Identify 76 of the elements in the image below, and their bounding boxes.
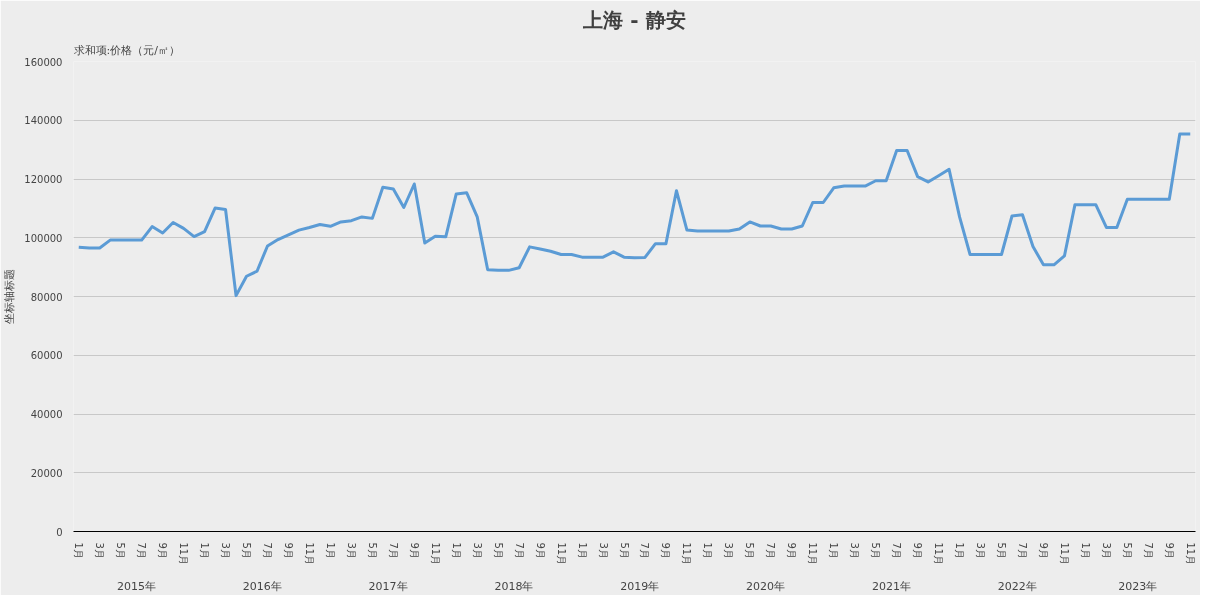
x-tick-label: 5月 xyxy=(115,542,127,559)
x-tick-label: 9月 xyxy=(157,542,169,559)
x-tick-label: 7月 xyxy=(765,542,777,559)
x-tick-label: 5月 xyxy=(744,542,756,559)
y-tick-label: 20000 xyxy=(30,467,63,479)
text: 求和项:价格（元/㎡） xyxy=(73,43,180,57)
x-tick-label: 5月 xyxy=(241,542,253,559)
x-tick-label: 9月 xyxy=(282,542,294,559)
x-tick-label: 3月 xyxy=(94,542,106,559)
x-tick-label: 1月 xyxy=(450,542,462,559)
text: 2018年 xyxy=(494,579,534,593)
x-tick-label: 7月 xyxy=(136,542,148,559)
x-tick-label: 9月 xyxy=(408,542,420,559)
x-tick-label: 7月 xyxy=(1016,542,1028,559)
x-tick-label: 11月 xyxy=(933,542,945,566)
x-tick-label: 3月 xyxy=(849,542,861,559)
y-tick-label: 120000 xyxy=(24,174,63,185)
x-tick-label: 1月 xyxy=(73,542,85,559)
x-tick-label: 5月 xyxy=(996,542,1008,559)
x-tick-label: 3月 xyxy=(220,542,232,559)
text: 2019年 xyxy=(620,579,660,593)
x-tick-label: 9月 xyxy=(1163,542,1175,559)
x-tick-label: 11月 xyxy=(1184,542,1196,566)
x-tick-label: 11月 xyxy=(681,542,693,566)
x-tick-label: 11月 xyxy=(555,542,567,566)
text: 2016年 xyxy=(242,579,282,593)
y-tick-label: 100000 xyxy=(24,232,63,244)
x-tick-label: 9月 xyxy=(1037,542,1049,559)
x-tick-label: 5月 xyxy=(618,542,630,559)
x-tick-label: 7月 xyxy=(891,542,903,559)
y-tick-label: 80000 xyxy=(30,291,63,303)
x-tick-label: 5月 xyxy=(1121,542,1133,559)
x-tick-label: 11月 xyxy=(303,542,315,566)
text: 2023年 xyxy=(1118,579,1158,593)
x-tick-label: 3月 xyxy=(597,542,609,559)
x-tick-label: 3月 xyxy=(345,542,357,559)
y-tick-label: 160000 xyxy=(24,56,63,68)
x-tick-label: 1月 xyxy=(324,542,336,559)
chart-title: 上海 - 静安 xyxy=(582,7,686,32)
x-tick-label: 3月 xyxy=(975,542,987,559)
text: 2021年 xyxy=(871,579,911,593)
x-tick-label: 1月 xyxy=(1079,542,1091,559)
y-tick-label: 140000 xyxy=(24,115,63,127)
x-tick-label: 3月 xyxy=(1100,542,1112,559)
x-tick-label: 1月 xyxy=(702,542,714,559)
x-tick-label: 11月 xyxy=(178,542,190,566)
x-tick-label: 5月 xyxy=(366,542,378,559)
x-tick-label: 7月 xyxy=(513,542,525,559)
x-tick-label: 7月 xyxy=(387,542,399,559)
x-tick-label: 1月 xyxy=(199,542,211,559)
text: 2015年 xyxy=(116,579,156,593)
x-tick-label: 9月 xyxy=(912,542,924,559)
x-tick-label: 1月 xyxy=(828,542,840,559)
x-tick-label: 5月 xyxy=(870,542,882,559)
x-tick-label: 3月 xyxy=(471,542,483,559)
text: 2020年 xyxy=(746,579,786,593)
y-axis-title: 坐标轴标题 xyxy=(3,269,17,324)
x-tick-label: 1月 xyxy=(576,542,588,559)
x-tick-label: 9月 xyxy=(786,542,798,559)
x-tick-label: 9月 xyxy=(534,542,546,559)
y-tick-label: 0 xyxy=(56,526,63,538)
line-series xyxy=(77,132,1192,298)
x-tick-label: 7月 xyxy=(1142,542,1154,559)
x-tick-label: 9月 xyxy=(660,542,672,559)
x-tick-label: 11月 xyxy=(429,542,441,566)
y-tick-label: 40000 xyxy=(30,409,63,420)
y-tick-label: 60000 xyxy=(30,350,63,362)
x-tick-label: 5月 xyxy=(492,542,504,559)
x-tick-label: 7月 xyxy=(639,542,651,559)
text: 2022年 xyxy=(997,579,1037,593)
x-tick-label: 7月 xyxy=(261,542,273,559)
x-tick-label: 11月 xyxy=(1058,542,1070,566)
text: 2017年 xyxy=(368,579,408,593)
x-tick-label: 11月 xyxy=(807,542,819,566)
x-tick-label: 3月 xyxy=(723,542,735,559)
x-tick-label: 1月 xyxy=(954,542,966,559)
